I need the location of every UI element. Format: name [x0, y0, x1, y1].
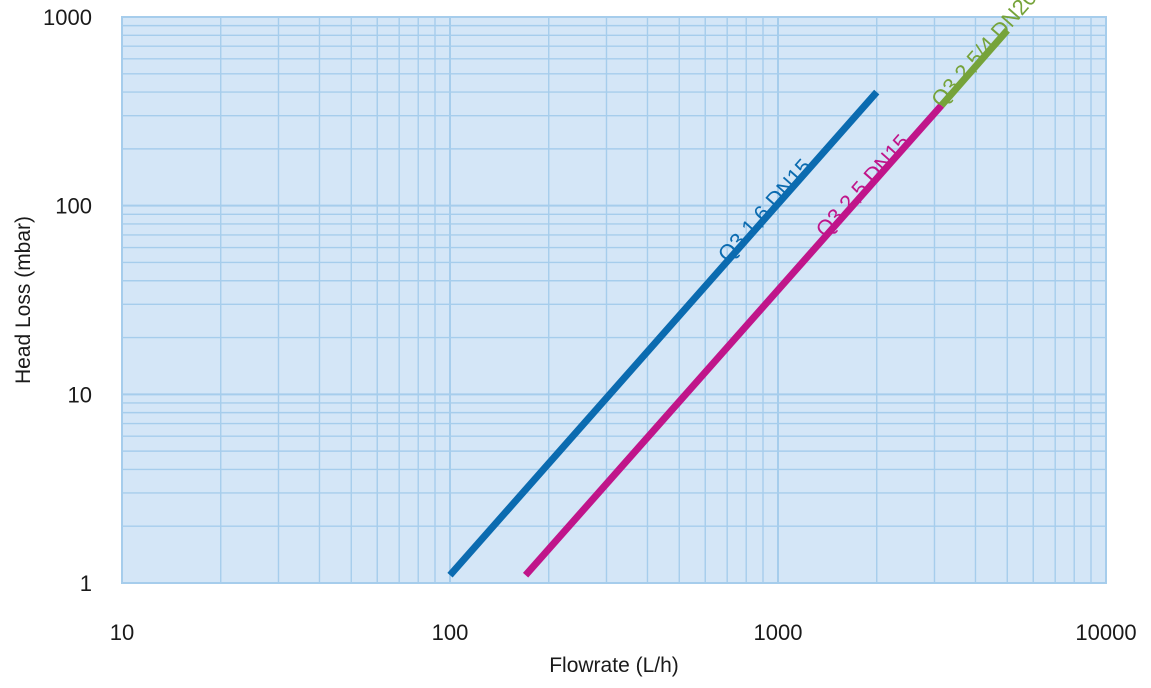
series-line-1 [447, 89, 880, 578]
y-tick-labels: 1 10 100 1000 [43, 5, 92, 596]
y-tick-label: 10 [68, 382, 92, 407]
x-tick-label: 10 [110, 620, 134, 645]
plot-border [121, 16, 1107, 584]
series-line-3 [938, 28, 1010, 108]
plot-background [122, 17, 1106, 583]
x-tick-label: 10000 [1075, 620, 1136, 645]
y-tick-label: 1000 [43, 5, 92, 30]
x-tick-label: 1000 [754, 620, 803, 645]
y-axis-label: Head Loss (mbar) [12, 216, 35, 384]
y-tick-label: 1 [80, 571, 92, 596]
series-lines [447, 28, 1010, 578]
grid-minor [122, 17, 1106, 583]
series-line-2 [522, 103, 945, 578]
y-tick-label: 100 [55, 194, 92, 219]
x-tick-label: 100 [432, 620, 469, 645]
x-tick-labels: 10 100 1000 10000 [110, 620, 1137, 645]
x-axis-label: Flowrate (L/h) [549, 654, 679, 677]
